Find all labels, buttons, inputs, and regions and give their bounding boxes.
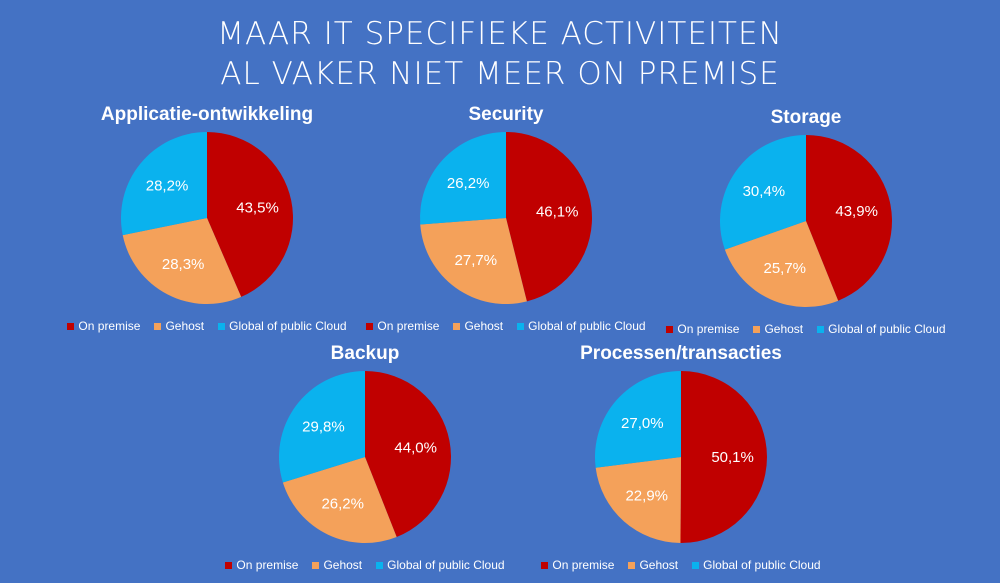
legend: On premise Gehost Global of public Cloud xyxy=(531,558,831,572)
legend-swatch xyxy=(225,561,233,569)
pie-slice-on-premise xyxy=(506,132,592,302)
legend-label: Global of public Cloud xyxy=(703,558,821,572)
chart-storage: Storage 43,9% 25,7% 30,4% On premise Gehost… xyxy=(656,107,956,347)
pie-slice-on-premise xyxy=(680,371,768,543)
legend-label: Global of public Cloud xyxy=(229,319,347,333)
legend-label: Gehost xyxy=(323,558,363,572)
pie-chart: 43,9% 25,7% 30,4% xyxy=(720,135,892,307)
legend-gehost: Gehost xyxy=(312,558,362,572)
legend-swatch xyxy=(366,322,374,330)
legend-gehost: Gehost xyxy=(154,319,204,333)
legend-gehost: Gehost xyxy=(753,322,803,336)
legend: On premise Gehost Global of public Cloud xyxy=(215,558,515,572)
slice-label-on-premise: 43,9% xyxy=(835,203,878,220)
page-title-line-1: MAAR IT SPECIFIEKE ACTIVITEITEN xyxy=(217,16,783,52)
legend-on-premise: On premise xyxy=(366,319,439,333)
legend-swatch xyxy=(453,322,461,330)
legend-label: On premise xyxy=(377,319,440,333)
chart-title: Security xyxy=(468,104,544,125)
pie-slice-gehost xyxy=(282,457,397,543)
chart-applicatie-ontwikkeling: Applicatie-ontwikkeling 43,5% 28,3% 28,2% … xyxy=(57,104,357,344)
slice-label-cloud: 27,0% xyxy=(621,415,664,432)
pie-slice-on-premise xyxy=(365,371,452,537)
pie-chart: 43,5% 28,3% 28,2% xyxy=(121,132,293,304)
pie-chart: 46,1% 27,7% 26,2% xyxy=(420,132,592,304)
legend-label: Gehost xyxy=(639,558,679,572)
legend-gehost: Gehost xyxy=(628,558,678,572)
legend-swatch xyxy=(753,325,761,333)
legend-swatch xyxy=(376,561,384,569)
chart-security: Security 46,1% 27,7% 26,2% On premise Gehos… xyxy=(356,104,656,344)
legend-label: Gehost xyxy=(464,319,504,333)
pie-slice-cloud xyxy=(420,132,506,225)
slice-label-cloud: 26,2% xyxy=(447,175,490,192)
chart-backup: Backup 44,0% 26,2% 29,8% On premise Gehost G… xyxy=(215,343,515,583)
slice-label-gehost: 22,9% xyxy=(625,488,668,505)
legend-label: Global of public Cloud xyxy=(387,558,505,572)
legend-swatch xyxy=(154,322,162,330)
chart-title: Backup xyxy=(330,343,400,364)
slice-label-gehost: 27,7% xyxy=(455,252,498,269)
slice-label-gehost: 28,3% xyxy=(162,256,205,273)
legend-swatch xyxy=(541,561,549,569)
legend: On premise Gehost Global of public Cloud xyxy=(656,322,956,336)
slice-label-on-premise: 44,0% xyxy=(394,439,437,456)
legend-swatch xyxy=(666,325,674,333)
legend-label: On premise xyxy=(236,558,299,572)
page-title: MAAR IT SPECIFIEKE ACTIVITEITEN AL VAKER… xyxy=(0,14,1000,94)
legend-label: On premise xyxy=(677,322,740,336)
pie-slice-gehost xyxy=(420,218,527,304)
legend-swatch xyxy=(312,561,320,569)
slice-label-on-premise: 43,5% xyxy=(236,200,279,217)
pie-slice-cloud xyxy=(720,135,806,250)
legend-label: Gehost xyxy=(165,319,205,333)
legend-cloud: Global of public Cloud xyxy=(218,319,347,333)
slice-label-cloud: 29,8% xyxy=(302,418,345,435)
legend-swatch xyxy=(517,322,525,330)
legend-on-premise: On premise xyxy=(225,558,298,572)
legend-label: Gehost xyxy=(764,322,804,336)
chart-title: Applicatie-ontwikkeling xyxy=(100,104,314,125)
legend-on-premise: On premise xyxy=(541,558,614,572)
legend-cloud: Global of public Cloud xyxy=(692,558,821,572)
legend-swatch xyxy=(67,322,75,330)
pie-slice-gehost xyxy=(724,221,839,307)
chart-title: Processen/transacties xyxy=(580,343,782,364)
legend-on-premise: On premise xyxy=(67,319,140,333)
legend-cloud: Global of public Cloud xyxy=(517,319,646,333)
pie-chart: 44,0% 26,2% 29,8% xyxy=(279,371,452,543)
pie-slice-on-premise xyxy=(207,132,293,297)
legend-cloud: Global of public Cloud xyxy=(817,322,946,336)
legend: On premise Gehost Global of public Cloud xyxy=(57,319,357,333)
legend: On premise Gehost Global of public Cloud xyxy=(356,319,656,333)
chart-processen-transacties: Processen/transacties 50,1% 22,9% 27,0% On… xyxy=(531,343,831,583)
pie-slice-cloud xyxy=(121,132,207,236)
slice-label-cloud: 28,2% xyxy=(146,177,189,194)
pie-slice-gehost xyxy=(122,218,242,304)
legend-on-premise: On premise xyxy=(666,322,739,336)
slice-label-gehost: 25,7% xyxy=(763,260,806,277)
legend-swatch xyxy=(628,561,636,569)
legend-cloud: Global of public Cloud xyxy=(376,558,505,572)
legend-swatch xyxy=(817,325,825,333)
legend-gehost: Gehost xyxy=(453,319,503,333)
legend-swatch xyxy=(218,322,226,330)
slice-label-gehost: 26,2% xyxy=(321,496,364,513)
legend-label: Global of public Cloud xyxy=(828,322,946,336)
chart-title: Storage xyxy=(770,107,842,128)
pie-slice-on-premise xyxy=(806,135,892,301)
pie-slice-gehost xyxy=(595,457,681,543)
pie-chart: 50,1% 22,9% 27,0% xyxy=(595,371,768,543)
page-title-line-2: AL VAKER NIET MEER ON PREMISE xyxy=(220,56,780,92)
legend-label: On premise xyxy=(552,558,615,572)
slice-label-on-premise: 50,1% xyxy=(711,449,754,466)
slice-label-on-premise: 46,1% xyxy=(536,204,579,221)
legend-label: On premise xyxy=(78,319,141,333)
pie-slice-cloud xyxy=(595,371,681,468)
pie-slice-cloud xyxy=(279,371,365,483)
legend-swatch xyxy=(692,561,700,569)
legend-label: Global of public Cloud xyxy=(528,319,646,333)
slice-label-cloud: 30,4% xyxy=(743,183,786,200)
